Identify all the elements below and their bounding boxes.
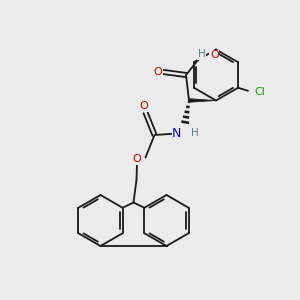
- Text: O: O: [132, 154, 141, 164]
- Polygon shape: [184, 110, 190, 114]
- Text: O: O: [154, 67, 163, 77]
- Text: H: H: [190, 128, 198, 139]
- Polygon shape: [188, 100, 190, 103]
- Text: O: O: [140, 101, 148, 112]
- Text: H: H: [198, 49, 206, 59]
- Text: N: N: [172, 127, 182, 140]
- Text: Cl: Cl: [255, 87, 266, 97]
- Polygon shape: [181, 120, 189, 124]
- Text: O: O: [210, 50, 219, 61]
- Polygon shape: [183, 115, 189, 119]
- Polygon shape: [186, 105, 190, 108]
- Polygon shape: [189, 99, 216, 102]
